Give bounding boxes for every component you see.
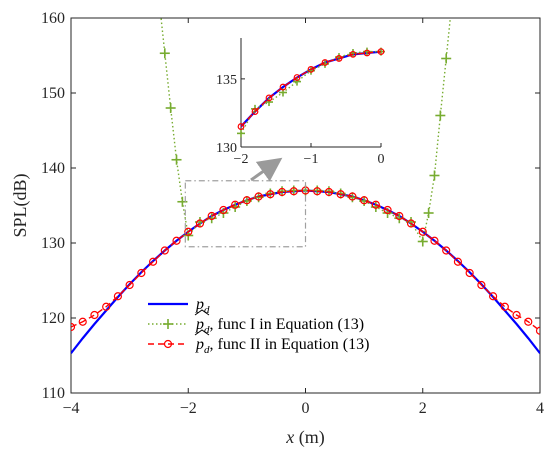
x-tick-label: −2	[180, 400, 197, 417]
series-marker-circle	[442, 246, 451, 255]
series-marker-circle	[231, 200, 240, 209]
series-marker-plus	[423, 208, 434, 218]
legend-label-1: pd, func I in Equation (13)	[195, 316, 364, 336]
series-marker-circle	[172, 236, 181, 245]
y-tick-label: 160	[41, 10, 65, 27]
series-marker-circle	[237, 123, 245, 130]
series-marker-circle	[321, 59, 329, 66]
series-marker-circle	[406, 219, 416, 228]
inset-y-tick-label: 130	[216, 141, 237, 156]
series-marker-circle	[477, 280, 486, 290]
series-marker-plus	[429, 170, 440, 181]
series-marker-circle	[489, 292, 498, 301]
series-marker-circle	[360, 196, 369, 205]
zoom-arrow	[250, 157, 283, 182]
series-marker-circle	[512, 310, 521, 320]
series-marker-circle	[377, 48, 385, 56]
x-tick-label: 0	[302, 400, 310, 417]
inset-y-tick-label: 135	[216, 73, 237, 88]
series-marker-plus	[265, 98, 273, 107]
inset-x-tick-label: −1	[304, 152, 319, 167]
x-axis-label: x (m)	[285, 427, 325, 448]
series-marker-plus	[441, 53, 452, 64]
series-marker-circle	[465, 268, 474, 278]
series-marker-circle	[207, 211, 216, 221]
series-marker-circle	[289, 187, 298, 196]
series-marker-circle	[535, 326, 540, 335]
legend-marker-circle	[163, 339, 173, 349]
series-marker-circle	[349, 50, 357, 58]
y-tick-label: 150	[41, 85, 65, 102]
zoom-box	[184, 180, 307, 248]
series-marker-circle	[371, 200, 380, 209]
series-marker-plus	[417, 236, 428, 247]
series-marker-plus	[237, 129, 245, 138]
series-marker-plus	[435, 110, 446, 121]
series-marker-circle	[524, 317, 533, 326]
series-marker-circle	[430, 236, 439, 245]
series-marker-circle	[137, 268, 146, 278]
series-marker-circle	[266, 190, 275, 199]
series-marker-circle	[335, 55, 343, 62]
y-tick-label: 110	[42, 385, 65, 402]
series-marker-circle	[336, 190, 345, 199]
series-marker-circle	[363, 49, 371, 57]
series-marker-circle	[265, 94, 273, 102]
y-tick-label: 140	[41, 160, 65, 177]
series-marker-circle	[251, 108, 259, 115]
series-marker-circle	[242, 196, 251, 205]
inset-x-tick-label: 0	[378, 152, 385, 167]
x-tick-label: 2	[419, 400, 427, 417]
legend-hat-2	[194, 329, 210, 336]
series-marker-circle	[500, 302, 509, 311]
series-marker-circle	[125, 280, 134, 290]
series-group	[71, 18, 540, 354]
series-marker-circle	[160, 246, 169, 255]
legend-label-2: pd, func II in Equation (13)	[195, 336, 369, 356]
series-line-2	[71, 189, 540, 332]
series-marker-circle	[293, 74, 301, 81]
series-marker-circle	[395, 211, 404, 221]
series-marker-circle	[348, 192, 357, 201]
series-marker-circle	[90, 310, 99, 320]
x-tick-label: 4	[536, 400, 544, 417]
inset-series-group	[237, 47, 385, 138]
series-marker-circle	[148, 257, 158, 266]
series-marker-circle	[195, 219, 205, 228]
series-marker-circle	[313, 187, 322, 196]
zoom-indicator	[184, 157, 307, 248]
series-marker-circle	[324, 187, 334, 197]
series-marker-circle	[78, 317, 87, 326]
series-marker-circle	[71, 322, 76, 332]
series-marker-circle	[184, 227, 193, 236]
inset-x-tick-label: −2	[234, 152, 249, 167]
inset-axes: −2 −1 0 130 135	[216, 30, 387, 167]
series-marker-circle	[307, 65, 315, 73]
series-marker-circle	[219, 205, 228, 215]
series-marker-plus	[293, 77, 301, 86]
series-marker-circle	[383, 205, 392, 215]
series-marker-circle	[453, 257, 463, 266]
legend-hat-1	[194, 309, 210, 316]
series-marker-circle	[418, 227, 427, 236]
series-marker-circle	[113, 292, 123, 301]
y-tick-label: 130	[41, 235, 65, 252]
legend-label-0: pd	[195, 296, 210, 316]
series-line-2	[240, 50, 382, 128]
inset-background	[235, 30, 387, 153]
y-axis-label: SPL(dB)	[10, 173, 31, 237]
series-marker-circle	[102, 302, 111, 311]
series-marker-circle	[277, 187, 287, 197]
series-marker-plus	[165, 103, 176, 113]
x-tick-label: −4	[62, 400, 79, 417]
series-marker-circle	[279, 83, 287, 91]
series-marker-plus	[159, 48, 170, 59]
series-marker-circle	[254, 192, 263, 201]
y-tick-label: 120	[41, 310, 65, 327]
series-marker-plus	[171, 154, 182, 165]
